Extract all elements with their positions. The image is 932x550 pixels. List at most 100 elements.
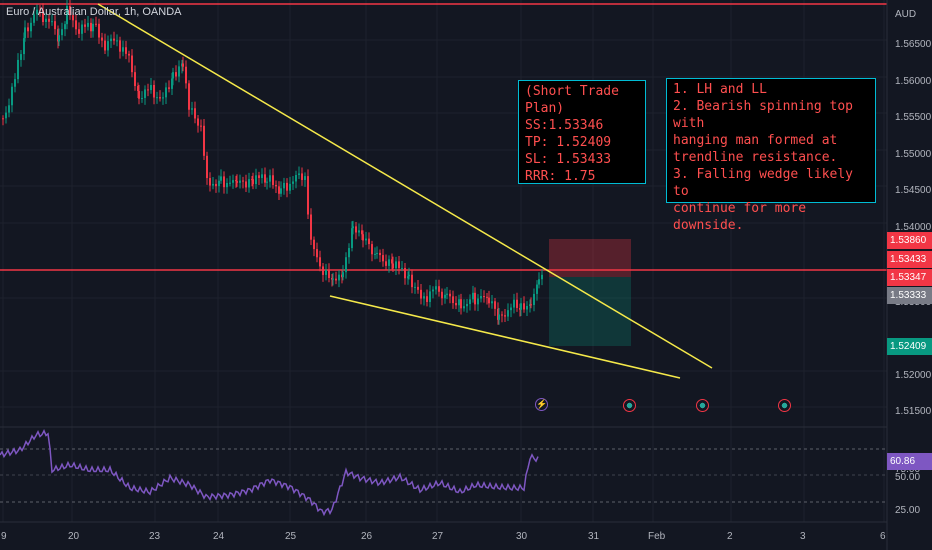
candle-body <box>125 47 127 54</box>
candle-body <box>110 38 112 42</box>
candle-body <box>516 299 518 308</box>
candle-body <box>426 296 428 302</box>
candle-body <box>491 301 493 304</box>
date-axis-label: 27 <box>432 531 444 542</box>
candle-body <box>11 86 13 106</box>
candle-body <box>398 261 400 269</box>
candle-body <box>278 186 280 194</box>
candle-body <box>504 315 506 317</box>
rsi-axis-label: 50.00 <box>895 472 921 483</box>
candle-body <box>90 22 92 32</box>
candle-body <box>382 255 384 262</box>
candle-body <box>513 299 515 308</box>
price-axis-label: 1.51500 <box>895 406 932 417</box>
candle-body <box>162 97 164 99</box>
upper-trendline <box>97 3 713 369</box>
candle-body <box>365 238 367 241</box>
candle-body <box>264 174 266 183</box>
economic-event-icon[interactable] <box>696 399 709 412</box>
candle-body <box>391 259 393 264</box>
price-axis-label: 1.55500 <box>895 112 932 123</box>
date-axis-label: 24 <box>213 531 225 542</box>
candle-body <box>342 272 344 278</box>
stop-zone-price-tag: 1.53860 <box>887 232 932 249</box>
candle-body <box>141 97 143 99</box>
date-axis-label: 23 <box>149 531 161 542</box>
candle-body <box>376 252 378 254</box>
candle-body <box>178 66 180 77</box>
candle-body <box>185 66 187 84</box>
price-axis-label: 1.54000 <box>895 222 932 233</box>
currency-label: AUD <box>895 9 917 20</box>
analysis-line: 1. LH and LL <box>673 82 767 97</box>
candle-body <box>368 238 370 245</box>
candle-body <box>523 303 525 310</box>
candle-body <box>455 303 457 306</box>
candle-body <box>87 22 89 27</box>
candle-body <box>58 35 60 42</box>
candle-body <box>209 178 211 186</box>
date-axis-label: 9 <box>1 531 7 542</box>
price-axis-label: 1.56500 <box>895 39 932 50</box>
candle-body <box>423 296 425 299</box>
rsi-axis-label: 25.00 <box>895 505 921 516</box>
candle-body <box>182 63 184 67</box>
trade-plan-line: SL: 1.53433 <box>525 152 612 167</box>
candle-body <box>78 29 80 34</box>
candle-body <box>156 97 158 99</box>
candle-body <box>144 89 146 98</box>
candle-body <box>361 230 363 235</box>
candle-body <box>395 261 397 269</box>
date-axis-label: 26 <box>361 531 373 542</box>
candle-body <box>235 180 237 182</box>
candle-body <box>258 175 260 178</box>
trade-plan-line: (Short Trade Plan) <box>525 84 619 116</box>
candle-body <box>107 41 109 51</box>
candle-body <box>218 180 220 187</box>
candle-body <box>325 270 327 275</box>
candle-body <box>275 184 277 187</box>
date-axis-label: 25 <box>285 531 297 542</box>
economic-event-icon[interactable] <box>778 399 791 412</box>
candle-body <box>469 299 471 304</box>
candle-body <box>119 40 121 52</box>
lightning-event-icon[interactable]: ⚡ <box>535 398 548 411</box>
candle-body <box>298 173 300 175</box>
economic-event-icon[interactable] <box>623 399 636 412</box>
price-axis-label: 1.54500 <box>895 185 932 196</box>
candle-body <box>283 182 285 189</box>
candle-body <box>20 54 22 60</box>
candle-body <box>520 303 522 310</box>
candle-body <box>438 286 440 292</box>
candle-body <box>223 176 225 188</box>
candle-body <box>30 22 32 32</box>
candle-body <box>477 298 479 305</box>
candle-body <box>466 303 468 307</box>
candle-body <box>200 125 202 127</box>
candle-body <box>45 18 47 23</box>
candle-body <box>352 226 354 229</box>
candle-body <box>498 314 500 320</box>
candle-body <box>5 112 7 119</box>
candle-body <box>316 249 318 258</box>
candle-body <box>54 21 56 30</box>
candle-body <box>175 72 177 77</box>
candle-body <box>66 5 68 25</box>
candle-body <box>203 125 205 156</box>
candle-body <box>480 296 482 299</box>
candle-body <box>150 84 152 91</box>
candle-body <box>61 29 63 36</box>
price-axis-label: 1.56000 <box>895 76 932 87</box>
price-axis-label: 1.52000 <box>895 370 932 381</box>
candle-body <box>497 308 499 320</box>
candle-body <box>242 180 244 182</box>
candle-body <box>313 239 315 250</box>
analysis-line: hanging man formed at <box>673 133 838 148</box>
candle-body <box>147 89 149 91</box>
rsi-value-tag: 60.86 <box>887 453 932 470</box>
candle-body <box>236 181 238 183</box>
candle-body <box>75 20 77 30</box>
candle-body <box>197 118 199 126</box>
candle-body <box>36 9 38 15</box>
